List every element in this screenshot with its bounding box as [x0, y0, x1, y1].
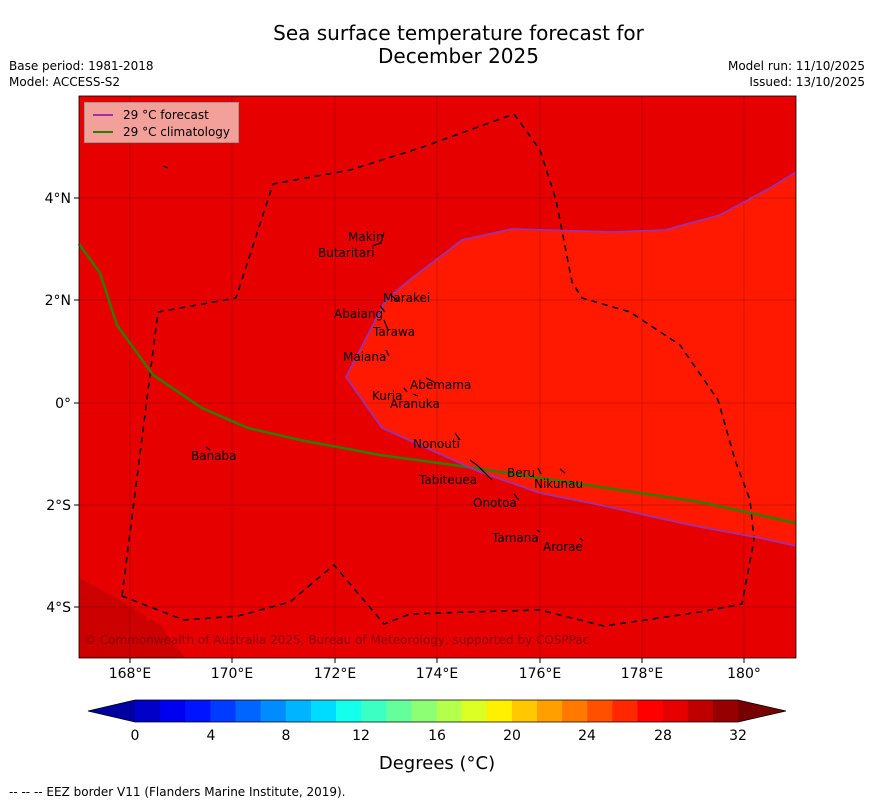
cbar-tick-32: 32	[729, 728, 747, 744]
label-aranuka: Aranuka	[390, 397, 440, 411]
y-axis-labels: 4°N 2°N 0° 2°S 4°S	[45, 191, 72, 616]
colorbar	[87, 699, 787, 723]
model-name: Model: ACCESS-S2	[9, 75, 121, 89]
chart-title-line1: Sea surface temperature forecast for	[273, 21, 644, 45]
chart-title-line2: December 2025	[378, 44, 539, 68]
x-tick-170e: 170°E	[211, 666, 254, 682]
chart-title: Sea surface temperature forecast for Dec…	[0, 22, 873, 68]
colorbar-segment	[662, 700, 689, 722]
label-tabiteuea: Tabiteuea	[418, 473, 477, 487]
climatology-29c-line	[77, 243, 797, 525]
issued-date: Issued: 13/10/2025	[749, 75, 865, 89]
colorbar-segment	[637, 700, 664, 722]
colorbar-segment	[587, 700, 613, 722]
colorbar-segment	[235, 700, 262, 722]
cbar-tick-24: 24	[578, 728, 596, 744]
label-nonouti: Nonouti	[413, 437, 460, 451]
y-tick-2n: 2°N	[45, 293, 71, 309]
x-tick-172e: 172°E	[314, 666, 357, 682]
label-butaritari: Butaritari	[318, 246, 375, 260]
label-nikunau: Nikunau	[534, 477, 583, 491]
meta-right: Model run: 11/10/2025 Issued: 13/10/2025	[728, 58, 865, 90]
colorbar-segment	[260, 700, 287, 722]
cbar-tick-12: 12	[352, 728, 370, 744]
colorbar-extend-high	[738, 700, 786, 722]
colorbar-segment	[285, 700, 312, 722]
cbar-tick-0: 0	[131, 728, 140, 744]
warm-sst-region	[346, 172, 796, 546]
colorbar-segment	[160, 700, 186, 722]
colorbar-segment	[185, 700, 211, 722]
place-labels: Makin Butaritari Marakei Abaiang Tarawa …	[191, 230, 583, 554]
label-marakei: Marakei	[383, 291, 430, 305]
label-beru: Beru	[507, 466, 535, 480]
label-banaba: Banaba	[191, 449, 237, 463]
legend-forecast-swatch	[93, 114, 113, 116]
colorbar-segment	[687, 700, 714, 722]
eez-footnote: -- -- -- EEZ border V11 (Flanders Marine…	[9, 785, 346, 799]
x-tick-174e: 174°E	[416, 666, 459, 682]
grid-lines	[79, 96, 796, 658]
colorbar-segment	[411, 700, 437, 722]
colorbar-labels: 0 4 8 12 16 20 24 28 32	[131, 728, 747, 744]
colorbar-segment	[511, 700, 538, 722]
y-tick-4n: 4°N	[45, 191, 71, 207]
label-onotoa: Onotoa	[473, 496, 517, 510]
model-run: Model run: 11/10/2025	[727, 59, 865, 73]
label-tarawa: Tarawa	[372, 325, 415, 339]
island-markers	[162, 165, 584, 542]
y-tick-0: 0°	[55, 396, 71, 412]
x-tick-178e: 178°E	[621, 666, 664, 682]
colorbar-segment	[386, 700, 412, 722]
label-abemama: Abemama	[410, 378, 471, 392]
label-tamana: Tamana	[491, 531, 539, 545]
legend-climatology-label: 29 °C climatology	[123, 125, 231, 139]
colorbar-frame	[87, 699, 787, 723]
base-period: Base period: 1981-2018	[9, 59, 154, 73]
colorbar-segment	[712, 700, 739, 722]
meta-left: Base period: 1981-2018 Model: ACCESS-S2	[9, 58, 154, 90]
forecast-29c-line	[344, 171, 797, 547]
colorbar-segment	[310, 700, 337, 722]
label-abaiang: Abaiang	[334, 307, 383, 321]
cbar-tick-28: 28	[654, 728, 672, 744]
southwest-dark-region	[79, 578, 185, 658]
colorbar-segment	[612, 700, 638, 722]
label-arorae: Arorae	[543, 540, 583, 554]
legend-forecast-label: 29 °C forecast	[123, 108, 209, 122]
x-axis-labels: 168°E 170°E 172°E 174°E 176°E 178°E 180°	[109, 666, 761, 682]
y-axis-ticks	[74, 197, 79, 608]
colorbar-title: Degrees (°C)	[379, 753, 495, 774]
colorbar-segment	[436, 700, 463, 722]
colorbar-segment	[537, 700, 563, 722]
cbar-tick-4: 4	[207, 728, 216, 744]
x-tick-180: 180°	[727, 666, 761, 682]
legend-climatology-swatch	[93, 131, 113, 133]
colorbar-extend-low	[88, 700, 135, 722]
x-tick-176e: 176°E	[519, 666, 562, 682]
legend-climatology: 29 °C climatology	[93, 124, 230, 140]
label-kuria: Kuria	[372, 389, 403, 403]
colorbar-segment	[135, 700, 161, 722]
colorbar-segment	[486, 700, 513, 722]
colorbar-segment	[336, 700, 362, 722]
label-makin: Makin	[348, 230, 384, 244]
colorbar-segment	[461, 700, 488, 722]
legend-forecast: 29 °C forecast	[93, 107, 209, 123]
copyright-notice: © Commonwealth of Australia 2025, Bureau…	[84, 633, 589, 647]
colorbar-segment	[210, 700, 236, 722]
colorbar-segment	[361, 700, 387, 722]
y-tick-4s: 4°S	[46, 600, 71, 616]
label-maiana: Maiana	[343, 350, 386, 364]
cbar-tick-16: 16	[428, 728, 446, 744]
colorbar-segment	[562, 700, 588, 722]
cbar-tick-20: 20	[503, 728, 521, 744]
cbar-tick-8: 8	[282, 728, 291, 744]
y-tick-2s: 2°S	[46, 498, 71, 514]
legend: 29 °C forecast 29 °C climatology	[84, 102, 239, 143]
x-axis-ticks	[129, 658, 745, 663]
x-tick-168e: 168°E	[109, 666, 152, 682]
